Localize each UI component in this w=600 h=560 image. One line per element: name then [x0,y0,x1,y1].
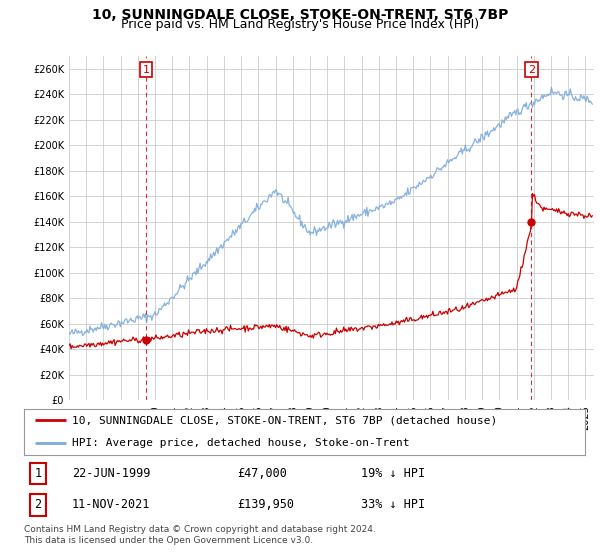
Text: 2: 2 [34,498,41,511]
Text: 33% ↓ HPI: 33% ↓ HPI [361,498,425,511]
Text: HPI: Average price, detached house, Stoke-on-Trent: HPI: Average price, detached house, Stok… [71,438,409,448]
Text: 1: 1 [34,467,41,480]
Text: Contains HM Land Registry data © Crown copyright and database right 2024.
This d: Contains HM Land Registry data © Crown c… [24,525,376,545]
Text: 11-NOV-2021: 11-NOV-2021 [71,498,150,511]
Text: 1: 1 [142,64,149,74]
Text: £47,000: £47,000 [237,467,287,480]
Text: £139,950: £139,950 [237,498,294,511]
Text: 2: 2 [528,64,535,74]
Text: 22-JUN-1999: 22-JUN-1999 [71,467,150,480]
Text: 19% ↓ HPI: 19% ↓ HPI [361,467,425,480]
Text: Price paid vs. HM Land Registry's House Price Index (HPI): Price paid vs. HM Land Registry's House … [121,18,479,31]
Text: 10, SUNNINGDALE CLOSE, STOKE-ON-TRENT, ST6 7BP: 10, SUNNINGDALE CLOSE, STOKE-ON-TRENT, S… [92,8,508,22]
Text: 10, SUNNINGDALE CLOSE, STOKE-ON-TRENT, ST6 7BP (detached house): 10, SUNNINGDALE CLOSE, STOKE-ON-TRENT, S… [71,416,497,425]
